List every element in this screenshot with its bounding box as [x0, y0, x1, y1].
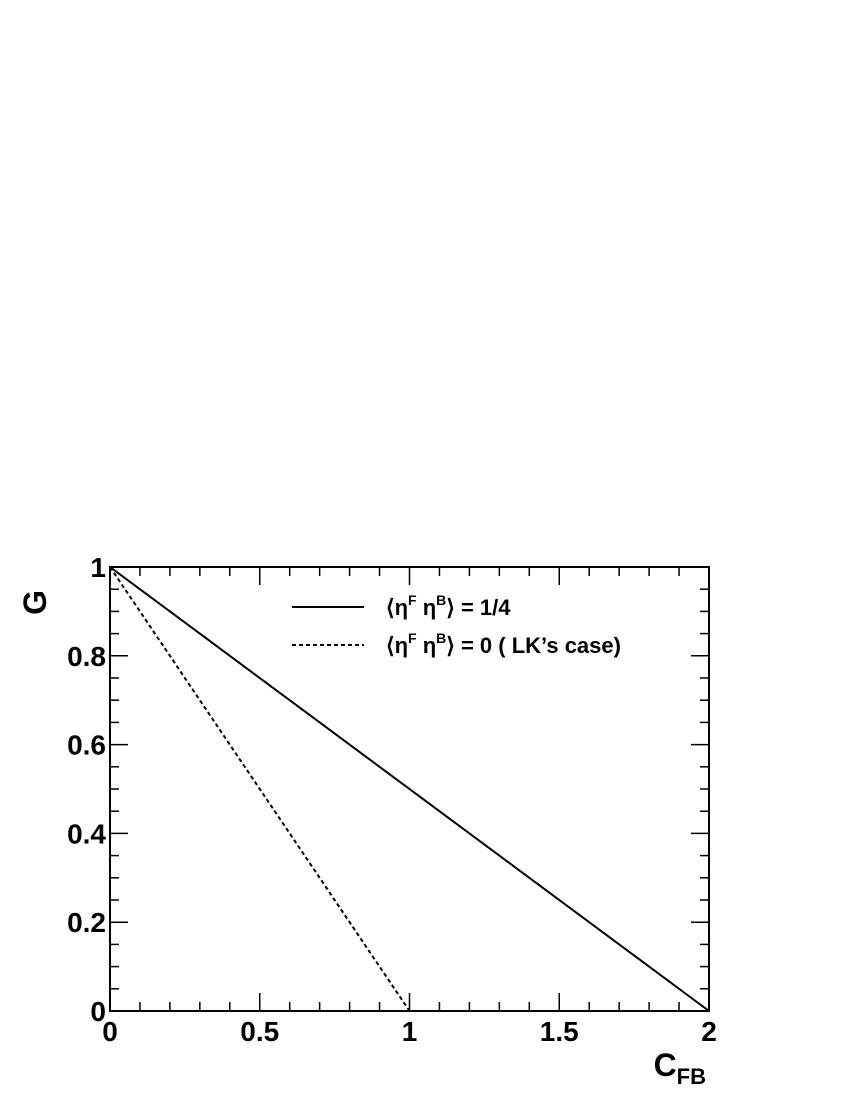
legend-label-2: ⟨ηF ηB⟩ = 0 ( LK’s case)	[386, 630, 621, 658]
x-tick-label: 2	[701, 1016, 717, 1047]
x-axis-title: CFB	[654, 1047, 706, 1089]
x-tick-label: 1	[402, 1016, 418, 1047]
x-tick-label: 1.5	[540, 1016, 579, 1047]
y-axis-title: G	[17, 590, 53, 615]
y-tick-label: 0	[90, 996, 106, 1027]
y-tick-label: 0.2	[67, 907, 106, 938]
series-line-solid	[109, 566, 710, 1012]
legend-label-1: ⟨ηF ηB⟩ = 1/4	[386, 592, 511, 620]
y-tick-label: 0.6	[67, 730, 106, 761]
x-tick-label: 0	[102, 1016, 118, 1047]
axis-ticks	[109, 566, 710, 1012]
series-line-dashed	[109, 566, 411, 1012]
y-tick-label: 1	[90, 552, 106, 583]
series-lines	[109, 566, 710, 1012]
y-tick-label: 0.8	[67, 641, 106, 672]
y-tick-label: 0.4	[67, 818, 106, 849]
x-tick-label: 0.5	[240, 1016, 279, 1047]
legend: ⟨ηF ηB⟩ = 1/4 ⟨ηF ηB⟩ = 0 ( LK’s case)	[292, 592, 621, 658]
axis-tick-labels: 0 0.5 1 1.5 2 0 0.2 0.4 0.6 0.8 1	[67, 552, 717, 1047]
